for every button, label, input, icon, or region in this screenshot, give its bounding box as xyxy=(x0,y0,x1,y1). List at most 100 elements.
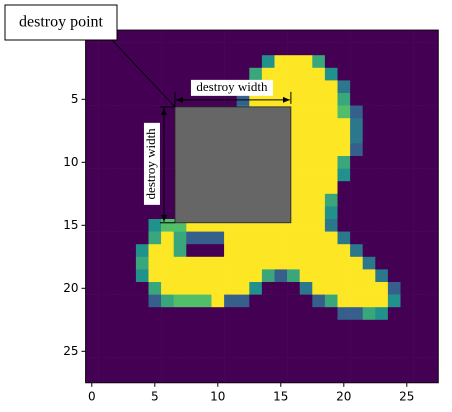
pixel xyxy=(400,231,414,245)
pixel xyxy=(224,30,237,43)
pixel xyxy=(135,345,149,358)
pixel xyxy=(224,319,237,333)
pixel xyxy=(148,42,162,56)
pixel xyxy=(387,168,401,182)
pixel xyxy=(173,269,187,283)
pixel xyxy=(161,130,174,144)
pixel xyxy=(287,231,300,245)
pixel xyxy=(413,269,426,283)
pixel xyxy=(387,231,401,245)
pixel xyxy=(312,244,326,258)
pixel xyxy=(135,244,149,258)
pixel xyxy=(375,244,389,258)
pixel xyxy=(161,269,174,283)
pixel xyxy=(400,130,414,144)
pixel xyxy=(375,93,389,106)
pixel xyxy=(211,307,225,321)
pixel xyxy=(350,294,363,308)
pixel xyxy=(198,67,212,81)
pixel xyxy=(387,156,401,169)
pixel xyxy=(123,307,137,321)
pixel xyxy=(173,30,187,43)
pixel xyxy=(425,231,439,245)
pixel xyxy=(211,231,225,245)
pixel xyxy=(413,282,426,295)
pixel xyxy=(98,319,111,333)
pixel xyxy=(161,143,174,157)
pixel xyxy=(425,219,439,232)
pixel xyxy=(161,370,174,384)
pixel xyxy=(98,244,111,258)
pixel xyxy=(123,256,137,270)
pixel xyxy=(85,181,99,195)
pixel xyxy=(413,319,426,333)
pixel xyxy=(186,294,200,308)
pixel xyxy=(98,345,111,358)
pixel xyxy=(375,370,389,384)
pixel xyxy=(186,269,200,283)
pixel xyxy=(337,93,351,106)
pixel xyxy=(249,294,263,308)
pixel xyxy=(85,282,99,295)
pixel xyxy=(135,357,149,371)
pixel xyxy=(312,168,326,182)
pixel xyxy=(324,93,338,106)
pixel xyxy=(413,193,426,207)
pixel xyxy=(85,231,99,245)
pixel xyxy=(375,130,389,144)
pixel xyxy=(387,67,401,81)
pixel xyxy=(375,105,389,119)
pixel xyxy=(375,156,389,169)
pixel xyxy=(186,67,200,81)
pixel xyxy=(98,130,111,144)
x-tick-label: 5 xyxy=(151,389,159,403)
pixel xyxy=(425,345,439,358)
x-tick-label: 20 xyxy=(336,389,351,403)
pixel xyxy=(337,307,351,321)
pixel xyxy=(362,30,376,43)
callout-box xyxy=(4,4,118,41)
pixel xyxy=(110,105,124,119)
pixel xyxy=(387,206,401,220)
pixel xyxy=(161,282,174,295)
pixel xyxy=(413,156,426,169)
pixel xyxy=(123,93,137,106)
pixel xyxy=(236,30,250,43)
pixel xyxy=(123,168,137,182)
pixel xyxy=(299,307,313,321)
pixel xyxy=(387,130,401,144)
pixel xyxy=(148,307,162,321)
pixel xyxy=(312,294,326,308)
pixel xyxy=(299,42,313,56)
pixel xyxy=(413,80,426,94)
pixel xyxy=(362,193,376,207)
pixel xyxy=(299,67,313,81)
pixel xyxy=(211,332,225,346)
pixel xyxy=(198,282,212,295)
pixel xyxy=(274,370,288,384)
pixel xyxy=(161,156,174,169)
pixel xyxy=(400,30,414,43)
pixel xyxy=(98,206,111,220)
pixel xyxy=(198,55,212,69)
pixel xyxy=(123,357,137,371)
pixel xyxy=(413,370,426,384)
pixel xyxy=(350,143,363,157)
pixel xyxy=(312,345,326,358)
pixel xyxy=(337,118,351,132)
pixel xyxy=(362,93,376,106)
pixel xyxy=(110,181,124,195)
pixel xyxy=(211,30,225,43)
pixel xyxy=(337,80,351,94)
pixel xyxy=(362,269,376,283)
pixel xyxy=(299,105,313,119)
pixel xyxy=(148,269,162,283)
pixel xyxy=(350,30,363,43)
pixel xyxy=(400,206,414,220)
pixel xyxy=(337,219,351,232)
pixel xyxy=(425,370,439,384)
pixel xyxy=(287,42,300,56)
pixel xyxy=(362,130,376,144)
pixel xyxy=(312,181,326,195)
pixel xyxy=(312,130,326,144)
